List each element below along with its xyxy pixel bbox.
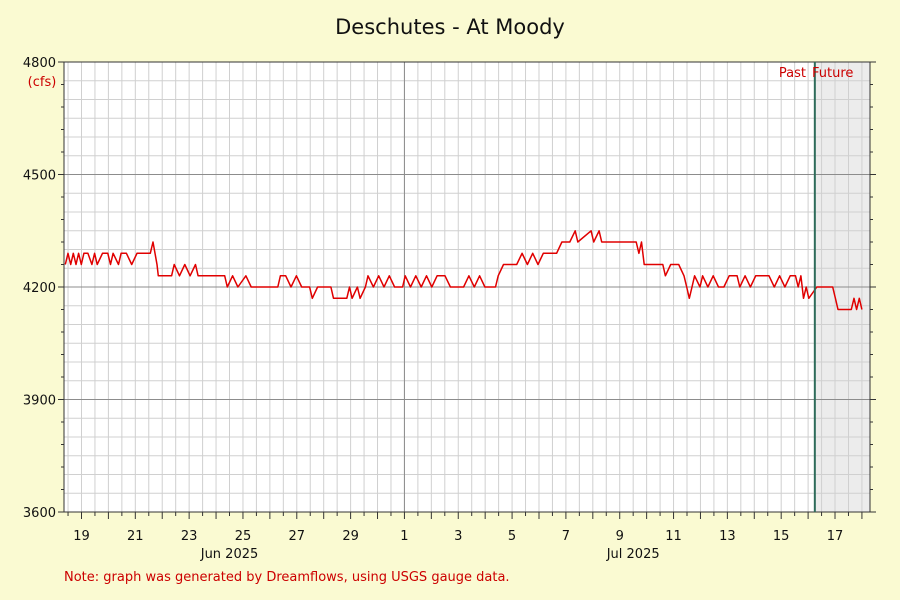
x-tick-label: 9 [616,529,624,544]
chart-title: Deschutes - At Moody [335,15,565,39]
x-tick-label: 21 [127,529,144,544]
legend-past: Past [779,66,806,81]
legend-future: Future [812,66,853,81]
y-tick-label: 4200 [23,281,56,296]
data-source-note: Note: graph was generated by Dreamflows,… [64,570,510,585]
x-tick-label: 27 [289,529,306,544]
flow-series-line [64,230,863,311]
x-month-label: Jul 2025 [606,547,660,562]
x-tick-label: 15 [773,529,790,544]
x-tick-label: 7 [562,529,570,544]
y-tick-label: 4500 [23,169,56,184]
y-axis-unit-label: (cfs) [28,75,57,90]
x-month-label: Jun 2025 [200,547,259,562]
y-tick-label: 3600 [23,506,56,521]
x-tick-label: 29 [342,529,359,544]
y-tick-label: 4800 [23,56,56,71]
x-tick-label: 25 [235,529,252,544]
x-tick-label: 5 [508,529,516,544]
x-tick-label: 23 [181,529,198,544]
x-tick-label: 13 [719,529,736,544]
y-tick-label: 3900 [23,394,56,409]
x-tick-label: 17 [827,529,844,544]
x-tick-label: 1 [400,529,408,544]
x-tick-label: 3 [454,529,462,544]
x-tick-label: 11 [665,529,682,544]
x-tick-label: 19 [73,529,90,544]
